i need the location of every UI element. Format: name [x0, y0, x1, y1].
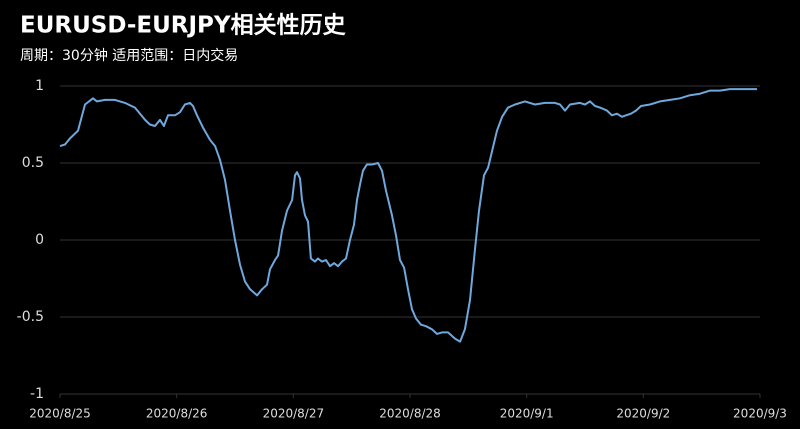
x-tick-label: 2020/9/1: [500, 407, 554, 421]
x-tick-label: 2020/8/27: [263, 407, 325, 421]
x-tick-label: 2020/9/2: [616, 407, 670, 421]
y-tick-label: 1: [35, 78, 44, 94]
line-series: [59, 88, 757, 343]
x-tick-label: 2020/9/3: [733, 407, 787, 421]
x-tick-label: 2020/8/28: [379, 407, 441, 421]
chart-title: EURUSD-EURJPY相关性历史: [20, 12, 347, 39]
x-tick-label: 2020/8/26: [146, 407, 208, 421]
chart-subtitle: 周期：30分钟 适用范围：日内交易: [20, 47, 238, 64]
y-tick-label: 0.5: [22, 155, 44, 171]
y-tick-label: -1: [30, 386, 44, 402]
x-tick-label: 2020/8/25: [29, 407, 91, 421]
y-tick-label: 0: [35, 232, 44, 248]
y-tick-label: -0.5: [17, 309, 44, 325]
